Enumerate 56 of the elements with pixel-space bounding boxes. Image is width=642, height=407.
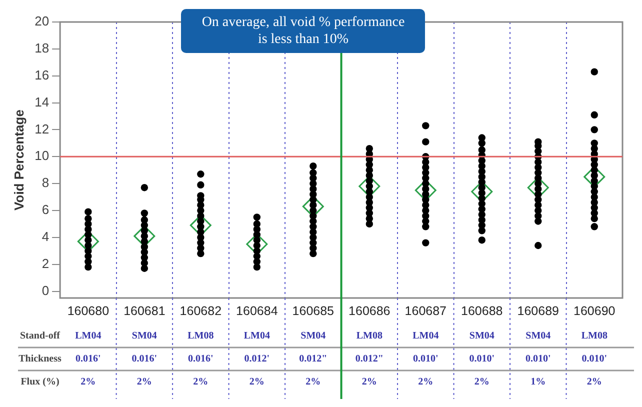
text: LM08 xyxy=(356,330,382,342)
text: 2% xyxy=(586,376,602,388)
text: LM04 xyxy=(244,330,270,342)
text: LM04 xyxy=(75,330,102,342)
text: 0.012' xyxy=(244,354,270,365)
y-tick-label: 12 xyxy=(34,121,50,136)
text: 0.016' xyxy=(132,354,158,365)
x-tick-label: 160684 xyxy=(236,304,278,318)
x-tick-label: 160682 xyxy=(180,304,222,318)
x-tick-label: 160686 xyxy=(348,304,390,318)
callout-box: On average, all void % performance is less than 10% xyxy=(181,9,426,53)
text: 0.012" xyxy=(355,354,384,365)
text: SM04 xyxy=(526,330,551,342)
text: 1% xyxy=(530,376,546,388)
x-tick-label: 160685 xyxy=(292,304,334,318)
text: LM08 xyxy=(581,330,608,342)
text: 0.016' xyxy=(76,354,102,365)
y-tick-label: 20 xyxy=(34,14,50,29)
y-tick-label: 2 xyxy=(42,256,50,271)
text: Stand-off xyxy=(20,330,61,342)
y-tick-label: 10 xyxy=(34,148,50,164)
x-tick-label: 160689 xyxy=(517,304,560,318)
text: LM04 xyxy=(412,330,439,342)
x-tick-label: 160690 xyxy=(574,304,616,318)
text: SM04 xyxy=(300,330,326,342)
y-tick-label: 16 xyxy=(34,67,50,82)
text: 0.010' xyxy=(413,354,439,365)
y-tick-label: 14 xyxy=(34,94,50,110)
text: 2% xyxy=(362,376,377,388)
text: SM04 xyxy=(132,330,157,342)
text: 2% xyxy=(193,376,208,388)
y-tick-label: 18 xyxy=(34,40,50,56)
x-tick-label: 160688 xyxy=(461,304,503,318)
text: 0.016' xyxy=(188,354,214,365)
text: 0.010' xyxy=(525,354,551,365)
text: 0.010' xyxy=(582,354,608,365)
text: 2% xyxy=(80,376,96,388)
text: Thickness xyxy=(18,354,62,365)
text: SM04 xyxy=(469,330,494,342)
text: 2% xyxy=(136,376,152,388)
text: 2% xyxy=(249,376,264,388)
text: 2% xyxy=(418,376,434,388)
text: 2% xyxy=(474,376,490,388)
y-tick-label: 6 xyxy=(42,202,50,218)
text: Flux (%) xyxy=(20,376,60,388)
y-tick-label: 0 xyxy=(42,282,50,298)
text: 2% xyxy=(306,376,321,388)
y-tick-label: 8 xyxy=(42,175,50,190)
x-tick-label: 160687 xyxy=(404,304,447,318)
y-axis-title: Void Percentage xyxy=(11,110,26,210)
y-tick-label: 4 xyxy=(42,228,50,244)
x-tick-label: 160681 xyxy=(124,304,166,318)
text: LM08 xyxy=(188,330,214,342)
text: 0.012" xyxy=(299,354,328,365)
x-tick-label: 160680 xyxy=(67,304,110,318)
text: 0.010' xyxy=(469,354,495,365)
